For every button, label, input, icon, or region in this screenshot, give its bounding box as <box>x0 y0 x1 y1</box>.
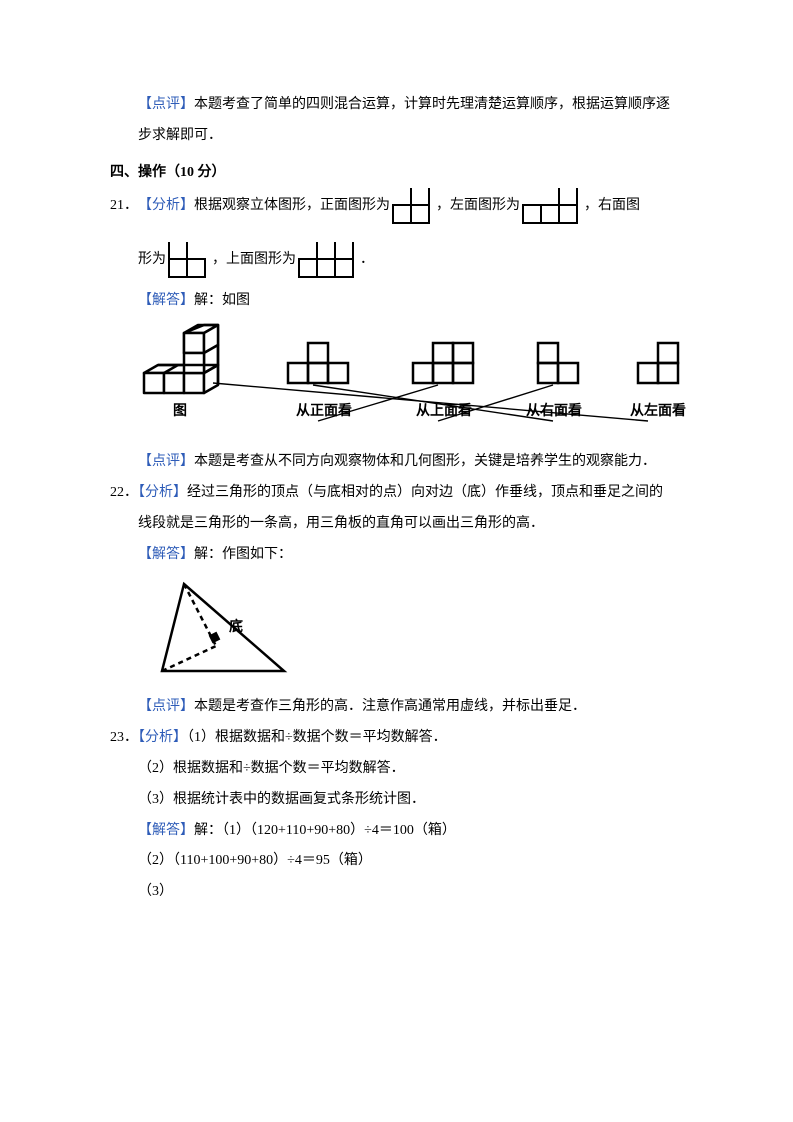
q21-text2: ，左面图形为 <box>436 191 520 222</box>
top-view-shape-inline <box>296 242 360 278</box>
q21-review-tag: 【点评】 <box>138 454 194 469</box>
q22-number: 22． <box>110 485 138 500</box>
q23-answer-tag: 【解答】 <box>138 823 194 838</box>
q22-line1: 22．【分析】经过三角形的顶点（与底相对的点）向对边（底）作垂线，顶点和垂足之间… <box>110 478 683 509</box>
q22-text1: 经过三角形的顶点（与底相对的点）向对边（底）作垂线，顶点和垂足之间的 <box>187 485 663 500</box>
front-view-shape-inline <box>390 188 436 224</box>
solid-label: 图 <box>173 403 187 419</box>
q21-matching-figure: 图 从正面看 从上面看 <box>110 323 683 443</box>
left-label: 从左面看 <box>630 402 686 419</box>
left-view-shape-inline <box>520 188 584 224</box>
q21-text4c: ． <box>360 245 374 276</box>
q23-solution1: 【解答】解：（1）（120+110+90+80）÷4＝100（箱） <box>110 816 683 847</box>
q21-review-text: 本题是考查从不同方向观察物体和几何图形，关键是培养学生的观察能力． <box>194 454 656 469</box>
q22-answer-tag: 【解答】 <box>138 547 194 562</box>
q22-review-tag: 【点评】 <box>138 699 194 714</box>
q23-a3: （3）根据统计表中的数据画复式条形统计图． <box>110 785 683 816</box>
base-label: 底 <box>229 618 243 635</box>
q23-number: 23． <box>110 730 138 745</box>
q21-answer-tag: 【解答】 <box>138 293 194 308</box>
matching-svg: 图 从正面看 从上面看 <box>138 323 698 443</box>
review-tag: 【点评】 <box>138 97 194 112</box>
front-label: 从正面看 <box>296 402 352 419</box>
review-text-line2: 步求解即可． <box>110 121 683 152</box>
q23-a2: （2）根据数据和÷数据个数＝平均数解答． <box>110 754 683 785</box>
q21-text4b: ，上面图形为 <box>212 245 296 276</box>
q22-triangle-figure: 底 <box>154 576 683 686</box>
q21-line1: 21． 【分析】 根据观察立体图形，正面图形为 ，左面图形为 ，右面图 <box>110 188 683 224</box>
q23-a1: （1）根据数据和÷数据个数＝平均数解答． <box>187 730 447 745</box>
q23-analysis-tag: 【分析】 <box>138 730 187 745</box>
right-view-shape-inline <box>166 242 212 278</box>
review-text-line1: 本题考查了简单的四则混合运算，计算时先理清楚运算顺序，根据运算顺序逐 <box>194 97 670 112</box>
q22-analysis-tag: 【分析】 <box>138 485 187 500</box>
q21-answer-line: 【解答】解：如图 <box>110 286 683 317</box>
page: 【点评】本题考查了简单的四则混合运算，计算时先理清楚运算顺序，根据运算顺序逐 步… <box>0 0 793 1122</box>
q21-answer-text: 解：如图 <box>194 293 250 308</box>
q23-line1: 23．【分析】（1）根据数据和÷数据个数＝平均数解答． <box>110 723 683 754</box>
q23-s3: （3） <box>110 877 683 908</box>
q21-line2: 形为 ，上面图形为 ． <box>110 242 683 278</box>
q22-review-text: 本题是考查作三角形的高．注意作高通常用虚线，并标出垂足． <box>194 699 586 714</box>
q22-answer-text: 解：作图如下： <box>194 547 292 562</box>
q23-s2: （2）（110+100+90+80）÷4＝95（箱） <box>110 846 683 877</box>
q22-review: 【点评】本题是考查作三角形的高．注意作高通常用虚线，并标出垂足． <box>110 692 683 723</box>
q21-number: 21． <box>110 191 138 222</box>
section-4-title: 四、操作（10 分） <box>110 158 683 189</box>
q23-s1: 解：（1）（120+110+90+80）÷4＝100（箱） <box>194 823 456 838</box>
q21-text1: 根据观察立体图形，正面图形为 <box>194 191 390 222</box>
review-paragraph: 【点评】本题考查了简单的四则混合运算，计算时先理清楚运算顺序，根据运算顺序逐 <box>110 90 683 121</box>
q21-review: 【点评】本题是考查从不同方向观察物体和几何图形，关键是培养学生的观察能力． <box>110 447 683 478</box>
q21-text4a: 形为 <box>138 245 166 276</box>
q21-analysis-tag: 【分析】 <box>138 191 194 222</box>
q22-answer: 【解答】解：作图如下： <box>110 540 683 571</box>
q22-text2: 线段就是三角形的一条高，用三角板的直角可以画出三角形的高． <box>110 509 683 540</box>
q21-text3: ，右面图 <box>584 191 640 222</box>
